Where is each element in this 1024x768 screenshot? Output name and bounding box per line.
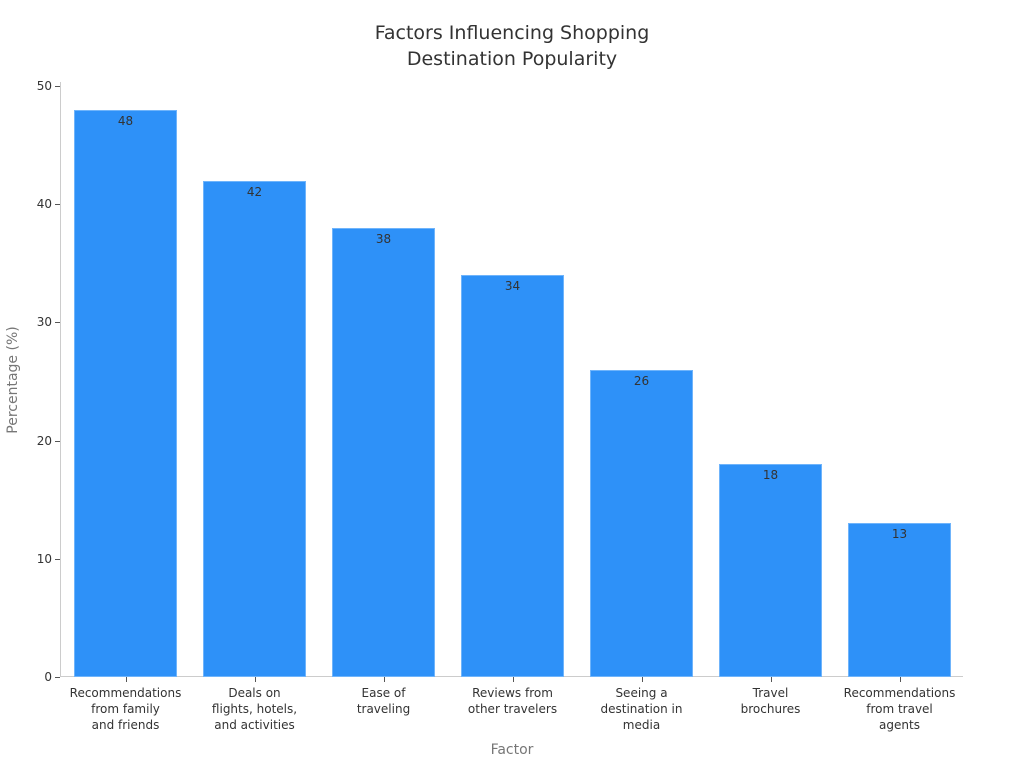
x-tick-mark <box>254 677 256 682</box>
y-tick-mark <box>55 440 60 442</box>
x-tick-mark <box>770 677 772 682</box>
x-tick-mark <box>512 677 514 682</box>
y-tick: 10 <box>0 552 60 566</box>
y-tick-label: 30 <box>36 315 52 330</box>
y-tick-label: 40 <box>36 197 52 212</box>
y-tick: 40 <box>0 197 60 211</box>
y-tick: 0 <box>0 670 60 684</box>
x-tick-mark <box>641 677 643 682</box>
y-tick: 20 <box>0 434 60 448</box>
bar-value-label: 42 <box>246 184 263 199</box>
bar-value-label: 18 <box>762 468 779 483</box>
x-tick-label: Recommendations from family and friends <box>69 686 182 732</box>
bar-value-label: 48 <box>117 113 134 128</box>
bar[interactable]: 34 <box>461 275 564 677</box>
y-tick: 30 <box>0 315 60 329</box>
y-tick-mark <box>55 204 60 206</box>
bar-value-label: 38 <box>375 231 392 246</box>
bar[interactable]: 18 <box>719 464 822 677</box>
y-tick: 50 <box>0 79 60 93</box>
x-tick-mark <box>125 677 127 682</box>
y-tick-label: 20 <box>36 433 52 448</box>
y-tick-mark <box>55 86 60 87</box>
bar-value-label: 26 <box>633 373 650 388</box>
y-tick-mark <box>55 677 60 678</box>
y-tick-label: 0 <box>44 670 52 684</box>
x-tick-label: Ease of traveling <box>356 686 411 716</box>
y-tick-mark <box>55 322 60 324</box>
x-tick-label: Seeing a destination in media <box>600 686 683 732</box>
x-tick-label: Reviews from other travelers <box>467 686 558 716</box>
x-axis-title: Factor <box>490 742 534 758</box>
x-tick-label: Recommendations from travel agents <box>843 686 956 732</box>
bar-value-label: 34 <box>504 279 521 294</box>
y-tick-label: 50 <box>36 79 52 93</box>
y-tick-mark <box>55 558 60 560</box>
bar-value-label: 13 <box>891 527 908 542</box>
bar[interactable]: 13 <box>848 523 951 677</box>
y-axis-line <box>60 82 61 677</box>
x-tick-mark <box>383 677 385 682</box>
bar[interactable]: 48 <box>74 109 177 677</box>
x-tick-mark <box>899 677 901 682</box>
bar[interactable]: 42 <box>203 180 306 677</box>
x-tick-label: Deals on flights, hotels, and activities <box>211 686 298 732</box>
bar[interactable]: 38 <box>332 227 435 677</box>
y-axis-title: Percentage (%) <box>5 326 21 434</box>
x-tick-label: Travel brochures <box>740 686 801 716</box>
y-tick-label: 10 <box>36 551 52 566</box>
chart-title: Factors Influencing Shopping Destination… <box>374 22 650 70</box>
bar[interactable]: 26 <box>590 369 693 677</box>
